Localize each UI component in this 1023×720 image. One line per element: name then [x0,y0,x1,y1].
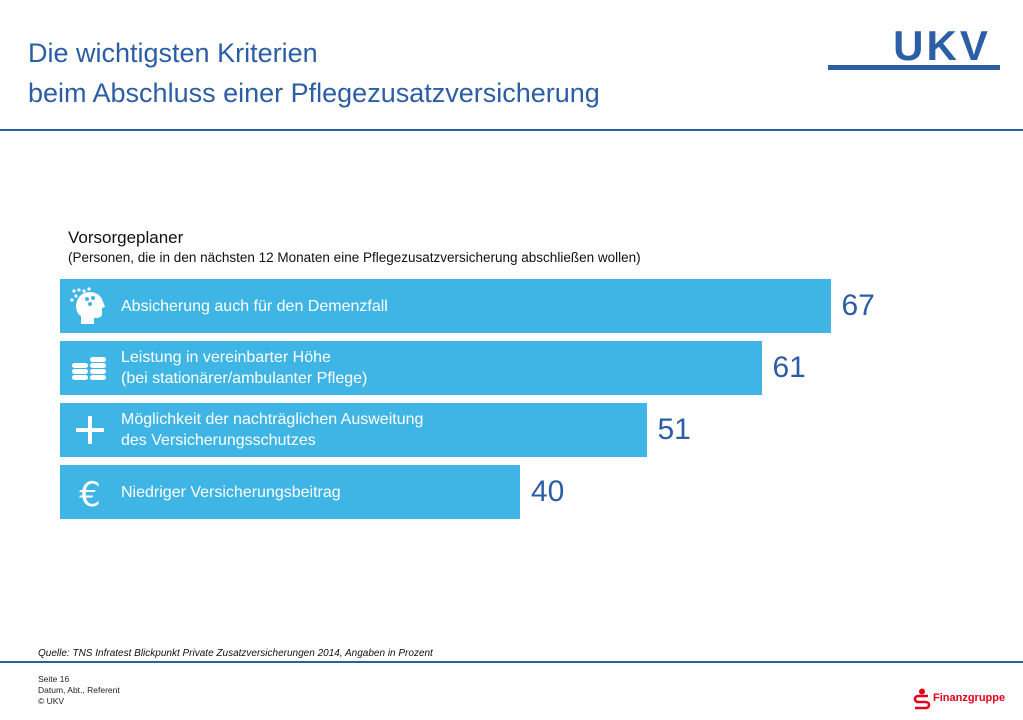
euro-icon: € [79,475,101,511]
coins-icon [72,357,106,380]
bar-label-line: Möglichkeit der nachträglichen Ausweitun… [121,411,424,428]
head-brain-icon [70,287,105,324]
bar-label: Möglichkeit der nachträglichen Ausweitun… [121,403,423,457]
footer-page: Seite 16 [38,674,70,684]
bar-value-label: 67 [841,289,875,322]
page-title-line-2: beim Abschluss einer Pflegezusatzversich… [28,78,600,108]
partner-label: Finanzgruppe [933,692,1006,704]
chart-bar: Absicherung auch für den Demenzfall [60,279,831,333]
bar-label-line: Niedriger Versicherungsbeitrag [121,483,341,501]
chart-title: Vorsorgeplaner [68,228,184,247]
chart-bar: € Niedriger Versicherungsbeitrag [60,465,520,519]
bar-label-line: des Versicherungsschutzes [121,432,316,449]
bar-label: Niedriger Versicherungsbeitrag [121,465,341,519]
bar-label: Absicherung auch für den Demenzfall [121,279,388,333]
bar-value-label: 51 [657,413,691,446]
svg-text:€: € [79,475,101,511]
bar-value-label: 40 [531,475,565,508]
bar-value-label: 61 [772,351,806,384]
plus-icon [76,416,104,444]
ukv-logo-text: UKV [893,26,991,69]
footer-meta: Datum, Abt., Referent [38,685,120,695]
bar-label: Leistung in vereinbarter Höhe (bei statio… [121,341,367,395]
bar-label-line: (bei stationärer/ambulanter Pflege) [121,370,368,387]
source-note: Quelle: TNS Infratest Blickpunkt Private… [38,648,433,659]
chart-bar: Möglichkeit der nachträglichen Ausweitun… [60,403,647,457]
chart-bar: Leistung in vereinbarter Höhe (bei statio… [60,341,762,395]
bar-label-line: Absicherung auch für den Demenzfall [121,297,388,315]
page-title-line-1: Die wichtigsten Kriterien [28,38,318,68]
chart-subtitle: (Personen, die in den nächsten 12 Monate… [68,250,641,265]
footer-copyright: © UKV [38,696,65,706]
bar-label-line: Leistung in vereinbarter Höhe [121,349,331,366]
header-divider [0,129,1023,131]
ukv-logo: UKV [828,26,1000,70]
sparkasse-s-icon [913,688,931,710]
footer-divider [0,661,1023,663]
